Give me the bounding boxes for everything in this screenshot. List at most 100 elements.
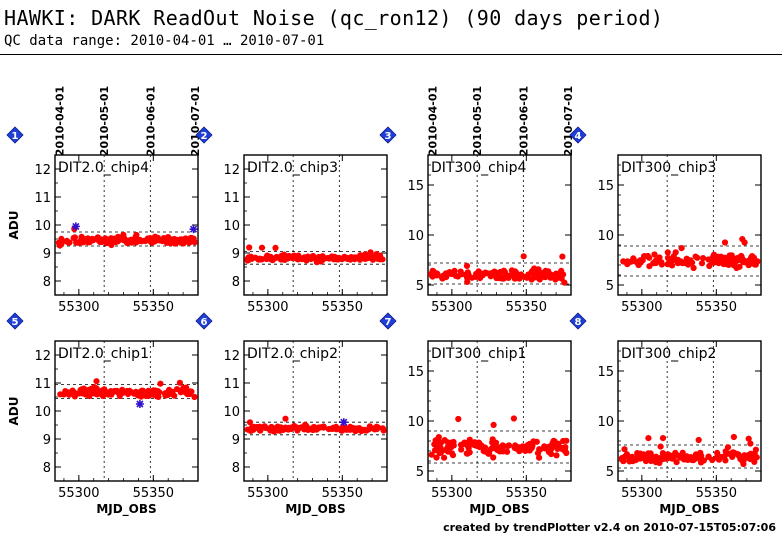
data-point — [747, 440, 754, 447]
data-point — [560, 437, 567, 445]
y-tick-label: 11 — [34, 377, 51, 392]
panel-label: DIT2.0_chip4 — [58, 160, 149, 176]
data-point — [529, 268, 536, 275]
data-point — [86, 393, 93, 400]
data-point — [674, 452, 681, 459]
data-point — [709, 456, 716, 464]
data-point — [669, 262, 676, 269]
x-tick-label: 55350 — [322, 300, 363, 315]
data-point — [664, 249, 671, 256]
chart-panel-2: 8 9 10 11 12 55300 55350 DIT2.0_chip3 2 — [195, 126, 388, 315]
panel-number-badge — [6, 126, 24, 144]
data-point — [490, 454, 497, 461]
panel-number-badge — [379, 126, 397, 144]
panel-number: 8 — [575, 317, 582, 328]
y-tick-label: 12 — [223, 163, 240, 178]
data-point — [562, 447, 569, 454]
data-point — [246, 244, 253, 251]
data-point — [362, 255, 369, 262]
data-point — [478, 442, 485, 449]
data-point — [715, 456, 723, 463]
data-point — [437, 449, 445, 456]
x-tick-label: 55350 — [506, 486, 547, 501]
data-point — [530, 438, 537, 445]
data-point — [340, 426, 347, 433]
data-point — [678, 451, 685, 459]
panel-label: DIT2.0_chip3 — [247, 160, 338, 176]
data-point — [497, 268, 504, 275]
plot-frame — [54, 340, 199, 482]
panel-number: 2 — [201, 131, 208, 142]
data-point — [700, 255, 707, 262]
data-point — [489, 439, 496, 446]
data-point — [748, 259, 755, 266]
data-point — [722, 457, 729, 464]
data-point — [177, 239, 184, 246]
data-point — [335, 255, 342, 263]
data-point — [437, 444, 444, 451]
data-point — [621, 446, 628, 453]
data-point — [105, 236, 112, 243]
data-point — [93, 378, 100, 385]
data-point — [740, 460, 747, 468]
data-point — [79, 390, 86, 397]
x-tick-label: 55350 — [696, 486, 737, 501]
chart-panel-7: 5 10 15 55300 55350 DIT300_chip1 7 MJD_OBS — [379, 312, 572, 517]
data-point — [731, 260, 738, 268]
data-point — [657, 443, 664, 450]
data-point — [176, 379, 183, 386]
panel-number-badge — [569, 126, 587, 144]
data-point — [649, 456, 656, 463]
data-point — [433, 454, 440, 461]
panel-label: DIT300_chip2 — [621, 346, 716, 362]
data-point — [674, 256, 682, 263]
y-tick-label: 8 — [43, 275, 51, 290]
data-point — [89, 237, 96, 244]
data-point — [659, 435, 667, 442]
data-point — [63, 237, 70, 244]
data-point — [752, 446, 760, 453]
top-date-label: 2010-05-01 — [98, 86, 111, 156]
data-point — [134, 238, 141, 245]
data-point — [697, 459, 705, 466]
y-tick-label: 8 — [232, 275, 240, 290]
data-point — [463, 450, 470, 457]
data-point — [371, 426, 378, 433]
data-point — [516, 272, 524, 279]
data-point — [651, 251, 658, 258]
y-tick-label: 10 — [407, 229, 424, 244]
data-point — [673, 459, 680, 466]
data-point — [455, 415, 462, 423]
data-point — [139, 387, 146, 394]
data-point — [548, 271, 555, 278]
data-point — [629, 457, 636, 464]
data-point — [536, 446, 543, 453]
data-point — [536, 454, 543, 461]
data-point — [157, 380, 164, 387]
data-point — [186, 239, 193, 246]
data-point — [152, 387, 159, 394]
x-axis-label: MJD_OBS — [469, 502, 529, 517]
data-point — [634, 450, 641, 457]
panel-label: DIT300_chip1 — [431, 346, 526, 362]
x-tick-label: 55350 — [322, 486, 363, 501]
data-point — [111, 235, 118, 242]
data-point — [710, 251, 718, 258]
data-point — [689, 457, 696, 464]
data-point — [698, 260, 706, 267]
data-point — [263, 255, 270, 263]
x-tick-label: 55350 — [133, 300, 174, 315]
data-point — [135, 390, 142, 397]
data-point — [719, 258, 726, 265]
data-point — [256, 425, 263, 433]
data-point — [510, 415, 517, 422]
outlier-marker — [339, 418, 348, 427]
data-point — [185, 389, 192, 396]
data-point — [85, 386, 93, 393]
x-tick-label: 55300 — [247, 486, 288, 501]
x-tick-label: 55350 — [506, 300, 547, 315]
data-point — [561, 279, 568, 286]
data-point — [171, 392, 178, 399]
y-tick-label: 11 — [34, 191, 51, 206]
